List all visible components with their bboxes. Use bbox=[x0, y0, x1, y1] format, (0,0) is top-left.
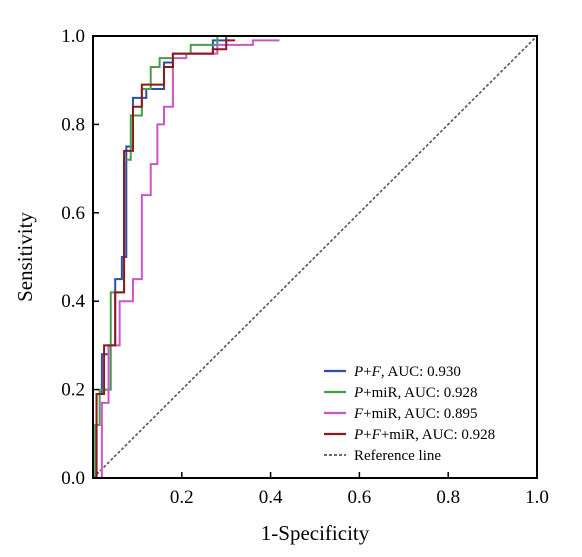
legend-label-part: F bbox=[353, 406, 364, 422]
y-tick-label: 0.6 bbox=[61, 203, 85, 224]
legend-label-part: +miR, AUC: 0.928 bbox=[381, 427, 495, 443]
legend-label-part: + bbox=[363, 364, 371, 380]
series-layer bbox=[92, 35, 538, 479]
x-tick-label: 0.4 bbox=[259, 487, 283, 508]
x-tick-label: 0.2 bbox=[170, 487, 194, 508]
legend-label-part: , AUC: 0.930 bbox=[381, 364, 461, 380]
legend-label: P+miR, AUC: 0.928 bbox=[353, 385, 477, 401]
legend-label: Reference line bbox=[354, 448, 441, 464]
x-tick-label: 1.0 bbox=[525, 487, 549, 508]
legend-label-part: +miR, AUC: 0.928 bbox=[363, 385, 477, 401]
x-tick-label: 0.6 bbox=[348, 487, 372, 508]
legend-label: F+miR, AUC: 0.895 bbox=[353, 406, 477, 422]
legend-label-part: Reference line bbox=[354, 448, 441, 464]
roc-curve-3 bbox=[93, 39, 236, 479]
legend-label-part: P bbox=[353, 364, 363, 380]
legend-label-part: +miR, AUC: 0.895 bbox=[363, 406, 477, 422]
x-axis-title: 1-Specificity bbox=[261, 521, 370, 545]
legend-label-part: + bbox=[363, 427, 371, 443]
y-tick-label: 0.2 bbox=[61, 380, 85, 401]
x-tick-label: 0.8 bbox=[436, 487, 460, 508]
legend-label-part: F bbox=[371, 427, 382, 443]
reference-line bbox=[92, 35, 538, 479]
y-tick-label: 0.0 bbox=[61, 468, 85, 489]
legend-label: P+F, AUC: 0.930 bbox=[353, 364, 461, 380]
legend-label: P+F+miR, AUC: 0.928 bbox=[353, 427, 495, 443]
legend-label-part: F bbox=[371, 364, 382, 380]
ticks-layer: 0.2 0.4 0.6 0.8 1.0 0.0 0.2 0.4 0.6 0.8 1.0 bbox=[61, 26, 549, 508]
legend-label-part: P bbox=[353, 427, 363, 443]
y-tick-label: 0.8 bbox=[61, 114, 85, 135]
legend-label-part: P bbox=[353, 385, 363, 401]
y-tick-label: 0.4 bbox=[61, 291, 85, 312]
y-axis-title: Sensitivity bbox=[13, 212, 37, 302]
y-tick-label: 1.0 bbox=[61, 26, 85, 47]
plot-frame bbox=[92, 35, 538, 479]
